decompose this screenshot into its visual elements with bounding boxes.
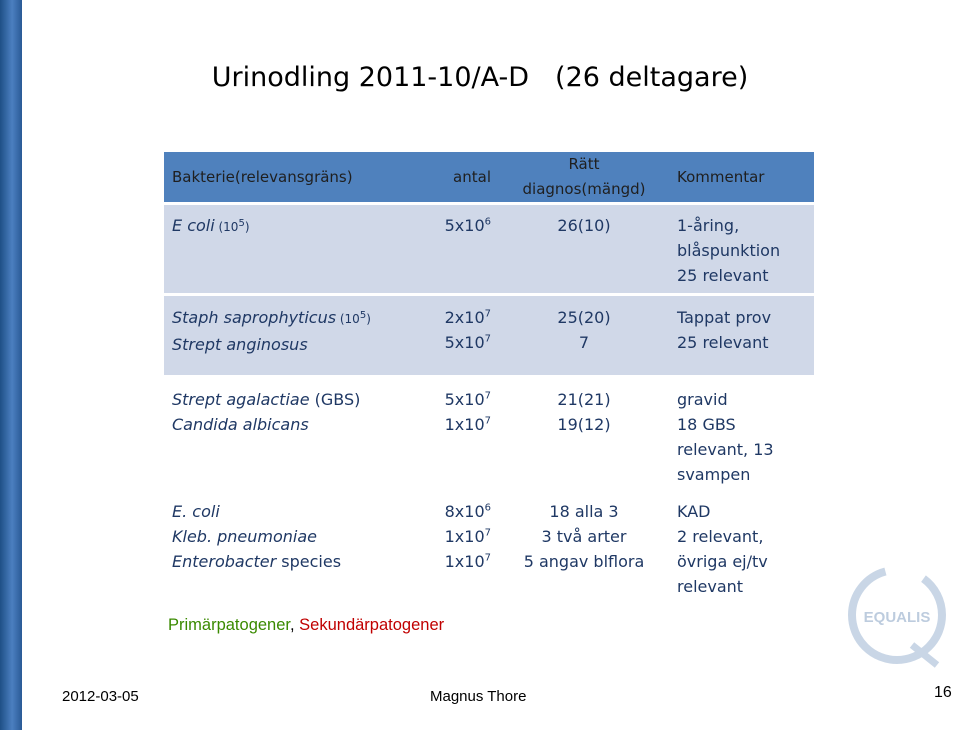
page-number: 16 [934, 684, 952, 701]
bacteria-name: Candida albicans [172, 415, 309, 434]
equalis-logo: EQUALIS [848, 566, 946, 668]
comment-cell: 1-åring, blåspunktion 25 relevant [669, 202, 814, 295]
title-main: Urinodling 2011-10/A-D [211, 62, 530, 93]
pathogen-legend: Primärpatogener, Sekundärpatogener [168, 616, 444, 635]
diagnosis-cell: 25(20) 7 [499, 293, 669, 375]
header-count: antal [404, 152, 499, 204]
comment-cell: gravid 18 GBS relevant, 13 svampen [669, 375, 814, 495]
count-cell: 5x107 1x107 [404, 375, 499, 495]
bacteria-cell: Staph saprophyticus (105) Strept anginos… [164, 293, 404, 375]
results-table: Bakterie(relevansgräns) antal Rätt diagn… [164, 152, 814, 599]
legend-secondary: Sekundärpatogener [299, 616, 445, 634]
bacteria-name: Strept anginosus [172, 335, 308, 354]
diagnosis-cell: 21(21) 19(12) [499, 375, 669, 495]
equalis-logo-text: EQUALIS [864, 609, 931, 626]
table-row: E. coli Kleb. pneumoniae Enterobacter sp… [164, 495, 814, 599]
bacteria-cell: Strept agalactiae (GBS) Candida albicans [164, 375, 404, 495]
bacteria-name: Strept agalactiae [172, 390, 310, 409]
table-row: E coli (105) 5x106 26(10) 1-åring, blåspu… [164, 202, 814, 295]
limit-value: (105) [336, 310, 371, 327]
legend-primary: Primärpatogener [168, 616, 290, 634]
header-bacteria: Bakterie(relevansgräns) [164, 152, 404, 204]
footer-author: Magnus Thore [430, 688, 527, 705]
count-cell: 8x106 1x107 1x107 [404, 495, 499, 599]
table-row: Strept agalactiae (GBS) Candida albicans… [164, 375, 814, 495]
footer-date: 2012-03-05 [62, 688, 139, 705]
table-header-row: Bakterie(relevansgräns) antal Rätt diagn… [164, 152, 814, 204]
limit-value: (105) [214, 218, 250, 235]
bacteria-name: Staph saprophyticus [172, 308, 337, 327]
bacteria-name: Kleb. pneumoniae [172, 527, 317, 546]
header-correct-diagnosis: Rätt diagnos(mängd) [499, 152, 669, 204]
bacteria-cell: E. coli Kleb. pneumoniae Enterobacter sp… [164, 495, 404, 599]
header-comment: Kommentar [669, 152, 814, 204]
bacteria-name: E. coli [172, 502, 220, 521]
comment-cell: KAD 2 relevant, övriga ej/tv relevant [669, 495, 814, 599]
diagnosis-cell: 26(10) [499, 202, 669, 295]
table-row: Staph saprophyticus (105) Strept anginos… [164, 293, 814, 375]
legend-separator: , [290, 616, 300, 634]
bacteria-name: Enterobacter [172, 552, 277, 571]
left-accent-bar [0, 0, 22, 730]
count-cell: 2x107 5x107 [404, 293, 499, 375]
slide-title: Urinodling 2011-10/A-D (26 deltagare) [0, 62, 960, 93]
comment-cell: Tappat prov 25 relevant [669, 293, 814, 375]
bacteria-cell: E coli (105) [164, 202, 404, 295]
title-participants: (26 deltagare) [555, 62, 749, 93]
count-cell: 5x106 [404, 202, 499, 295]
bacteria-name: E coli [172, 216, 215, 235]
